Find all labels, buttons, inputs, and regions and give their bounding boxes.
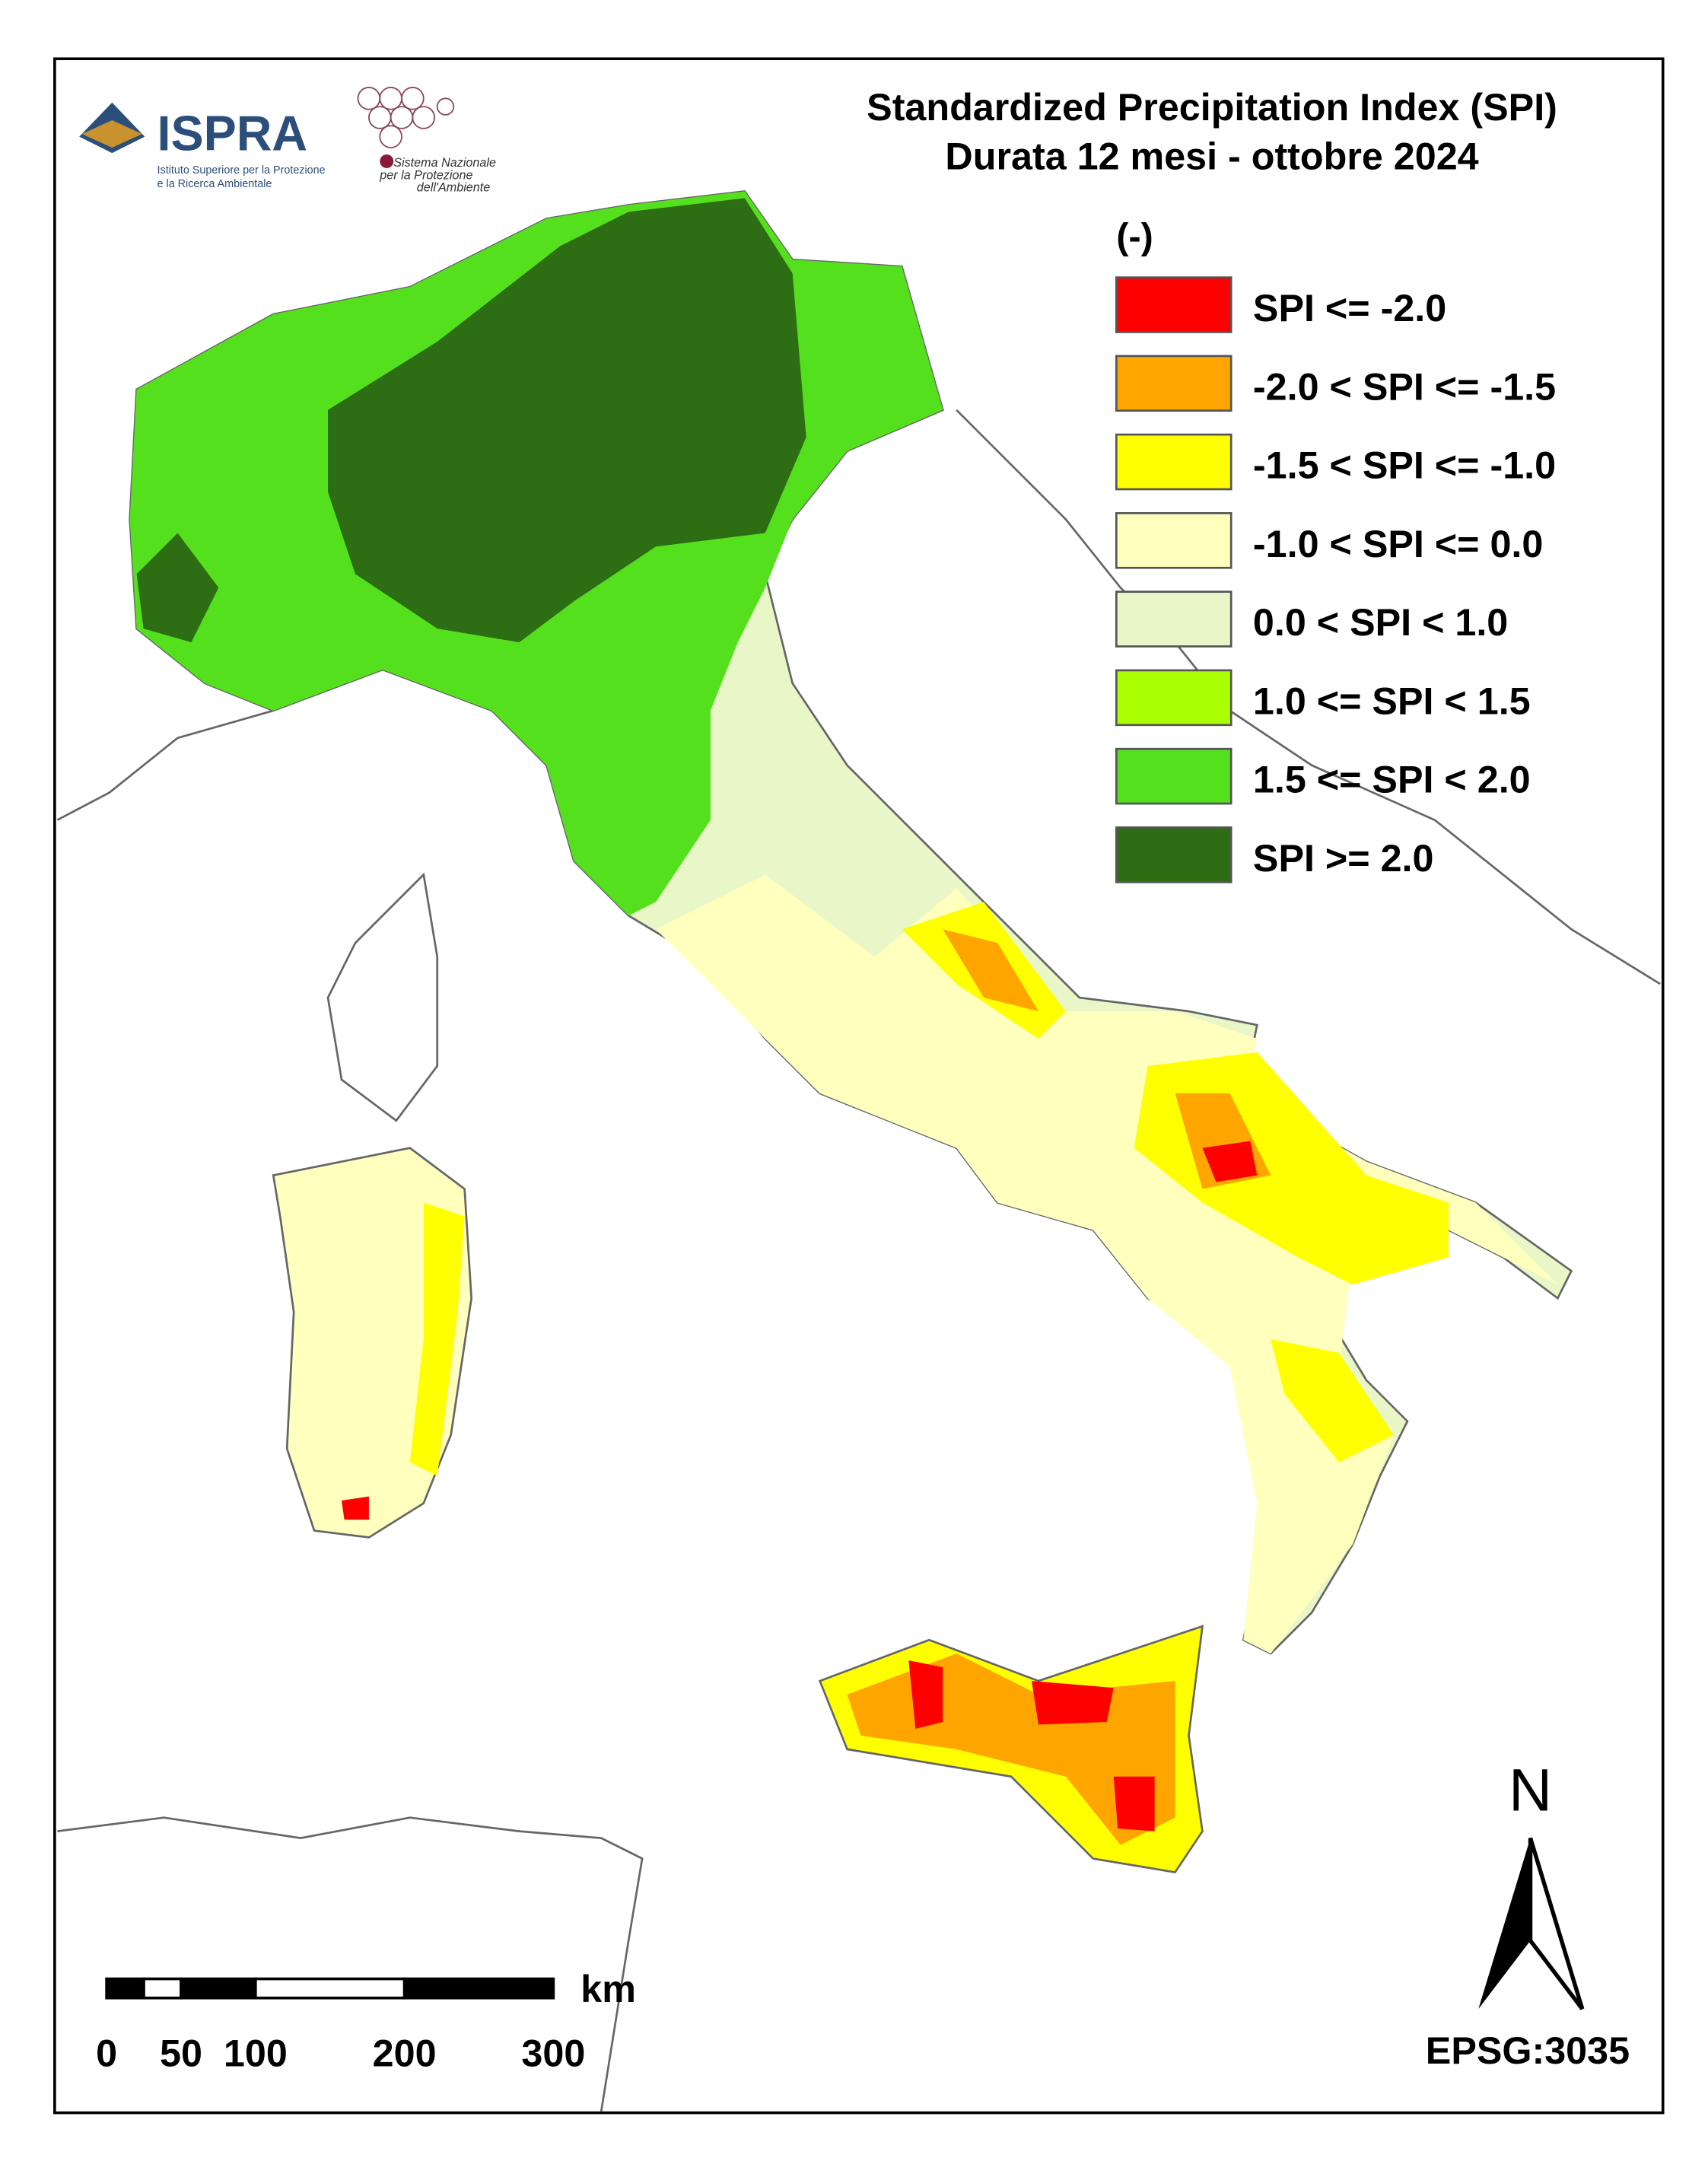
legend-swatch (1115, 355, 1232, 412)
scale-tick-label: 300 (521, 2032, 585, 2075)
subtitle: Durata 12 mesi - ottobre 2024 (945, 135, 1478, 178)
legend-label: 1.5 <= SPI < 2.0 (1253, 758, 1531, 801)
ispra-name: ISPRA (157, 106, 308, 161)
scale-tick-label: 0 (96, 2032, 117, 2075)
scale-tick-label: 100 (224, 2032, 288, 2075)
legend: (-) SPI <= -2.0 -2.0 < SPI <= -1.5 -1.5 < … (1115, 216, 1556, 883)
legend-swatch (1115, 433, 1232, 491)
scale-segment (105, 1977, 145, 2000)
ispra-logo: ISPRA Istituto Superiore per la Protezio… (79, 102, 326, 190)
spi-zones (129, 191, 1558, 1845)
scale-tick-label: 200 (373, 2032, 437, 2075)
title: Standardized Precipitation Index (SPI) (867, 85, 1557, 129)
scale-unit: km (580, 1967, 636, 2010)
corsica (326, 872, 439, 1122)
legend-label: -1.0 < SPI <= 0.0 (1253, 522, 1543, 565)
legend-swatch (1115, 826, 1232, 883)
north-arrow-left (1478, 1838, 1531, 2010)
legend-label: -1.5 < SPI <= -1.0 (1253, 444, 1556, 487)
scale-tick-label: 50 (160, 2032, 202, 2075)
north-label: N (1509, 1756, 1552, 1824)
ispra-icon (81, 120, 142, 148)
legend-label: 0.0 < SPI < 1.0 (1253, 600, 1508, 644)
scale-segment (142, 1977, 183, 2000)
legend-label: SPI >= 2.0 (1253, 836, 1434, 880)
north-arrow: N (1478, 1756, 1585, 2010)
legend-swatch (1115, 590, 1232, 648)
snpa-text: dell'Ambiente (417, 180, 491, 194)
snpa-icon (357, 87, 455, 148)
snpa-text: Sistema Nazionale (393, 156, 496, 170)
legend-label: SPI <= -2.0 (1253, 286, 1446, 329)
legend-swatch (1115, 276, 1232, 333)
ispra-subtitle: e la Ricerca Ambientale (157, 178, 272, 190)
snpa-text: per la Protezione (379, 168, 472, 182)
legend-label: 1.0 <= SPI < 1.5 (1253, 679, 1531, 722)
scale-bar: km 0 50 100 200 300 (96, 1967, 636, 2074)
legend-swatch (1115, 512, 1232, 569)
north-arrow-right (1528, 1837, 1585, 2010)
snpa-dot (380, 154, 394, 168)
legend-label: -2.0 < SPI <= -1.5 (1253, 364, 1556, 408)
crs: EPSG:3035 (1426, 2029, 1630, 2072)
legend-swatch (1115, 747, 1232, 805)
scale-segment (402, 1977, 555, 2000)
legend-unit: (-) (1116, 216, 1153, 257)
ispra-subtitle: Istituto Superiore per la Protezione (157, 164, 326, 177)
scale-segment (254, 1977, 406, 2000)
scale-segment (180, 1977, 257, 2000)
legend-swatch (1115, 669, 1232, 727)
snpa-logo: Sistema Nazionale per la Protezione dell… (357, 87, 496, 194)
